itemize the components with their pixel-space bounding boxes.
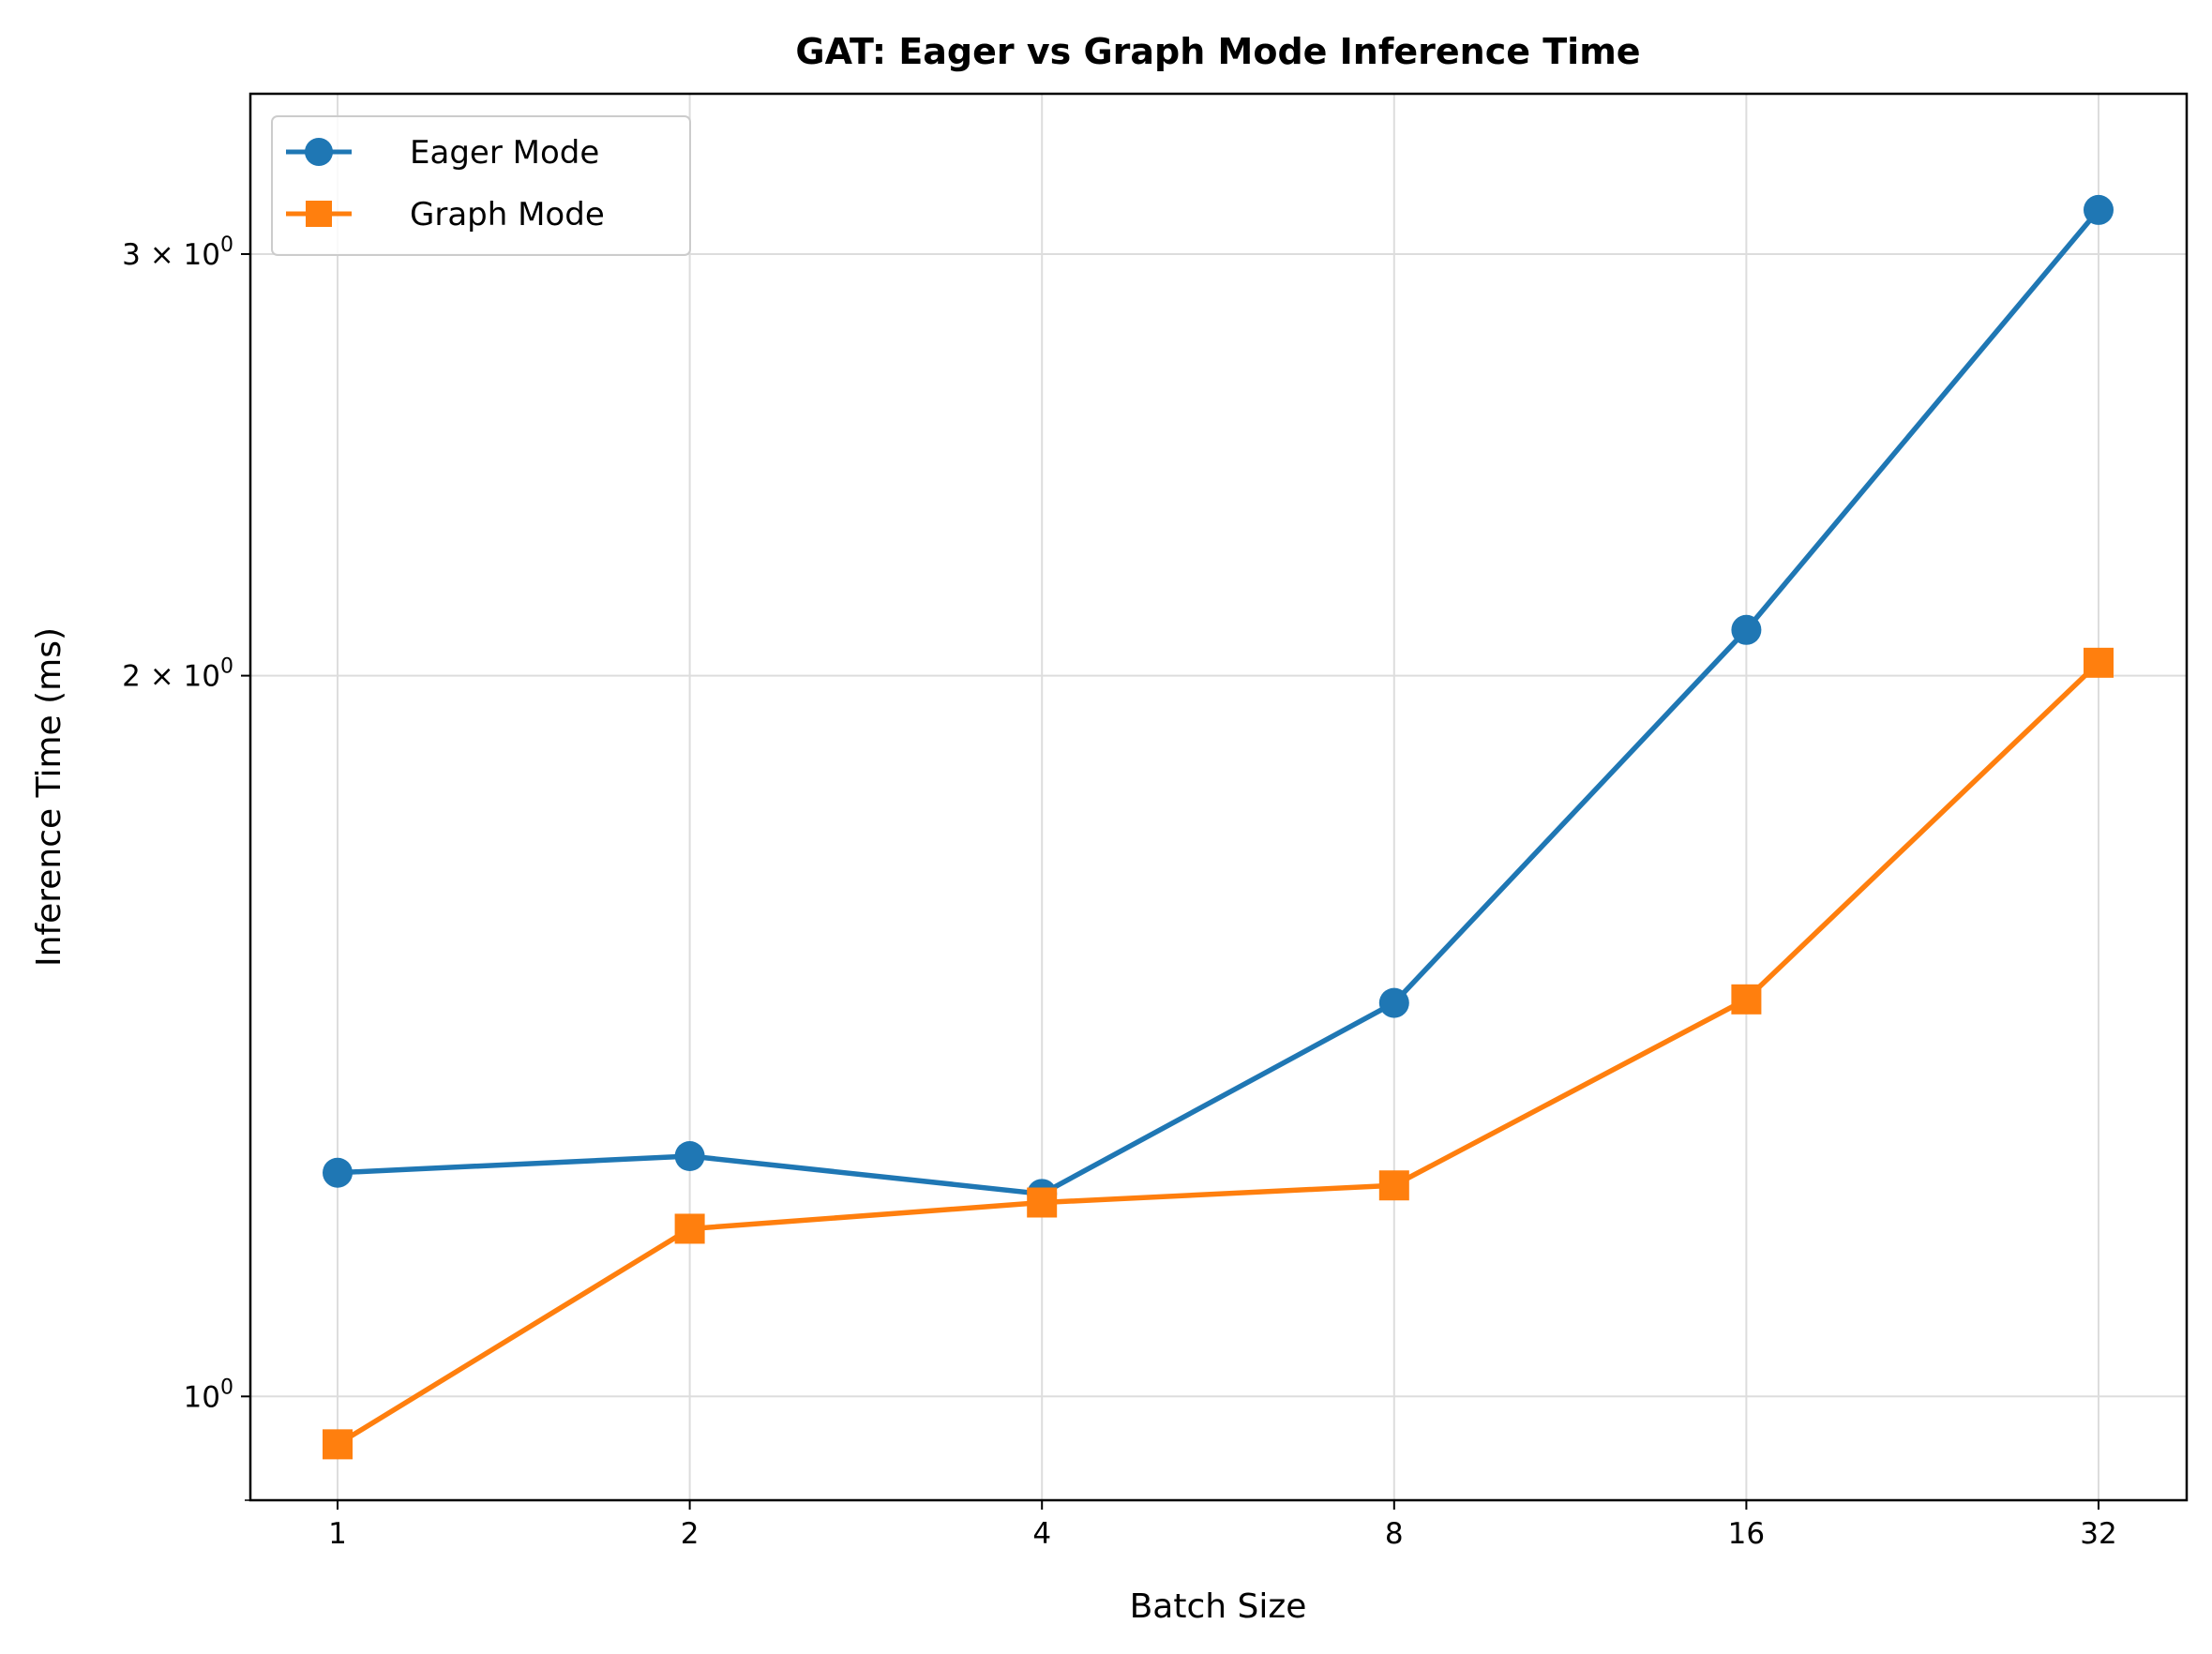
data-point-graph xyxy=(1378,1170,1409,1201)
x-tick-label: 32 xyxy=(2080,1517,2116,1551)
data-point-eager xyxy=(323,1157,353,1188)
data-point-graph xyxy=(674,1213,705,1244)
y-tick-label: 100 xyxy=(184,1376,233,1414)
legend-label-graph: Graph Mode xyxy=(410,196,605,233)
x-tick-label: 8 xyxy=(1385,1517,1404,1551)
series-line-eager xyxy=(337,208,2101,1197)
legend-marker-eager xyxy=(305,138,333,166)
legend: Eager Mode Graph Mode xyxy=(271,115,691,256)
x-tick-label: 2 xyxy=(681,1517,700,1551)
axis-ticks: 1 2 4 8 16 32 100 2 × 100 3 × 100 xyxy=(122,233,2117,1551)
legend-label-eager: Eager Mode xyxy=(410,134,599,172)
y-tick-label: 3 × 100 xyxy=(122,233,233,272)
data-point-graph xyxy=(323,1429,353,1460)
y-axis-label: Inference Time (ms) xyxy=(30,627,68,967)
x-tick-label: 1 xyxy=(328,1517,347,1551)
x-tick-label: 4 xyxy=(1032,1517,1051,1551)
data-point-eager xyxy=(674,1141,705,1171)
data-point-eager xyxy=(1378,987,1409,1018)
data-point-graph xyxy=(1731,984,1762,1015)
y-tick-exponent: 0 xyxy=(220,233,233,257)
x-axis-label: Batch Size xyxy=(1130,1587,1307,1626)
data-point-eager xyxy=(1731,614,1762,645)
y-tick-label: 2 × 100 xyxy=(122,655,233,694)
legend-box xyxy=(271,115,691,256)
series-layer xyxy=(323,194,2114,1460)
data-point-graph xyxy=(2084,647,2114,678)
data-point-eager xyxy=(2084,194,2114,225)
data-point-graph xyxy=(1027,1187,1058,1218)
plot-area-frame xyxy=(248,92,2189,1502)
chart-title: GAT: Eager vs Graph Mode Inference Time xyxy=(795,31,1640,72)
legend-marker-graph xyxy=(306,201,332,227)
x-tick-label: 16 xyxy=(1728,1517,1765,1551)
y-tick-exponent: 0 xyxy=(220,655,233,679)
y-tick-exponent: 0 xyxy=(220,1376,233,1399)
series-line-graph xyxy=(336,660,2100,1447)
